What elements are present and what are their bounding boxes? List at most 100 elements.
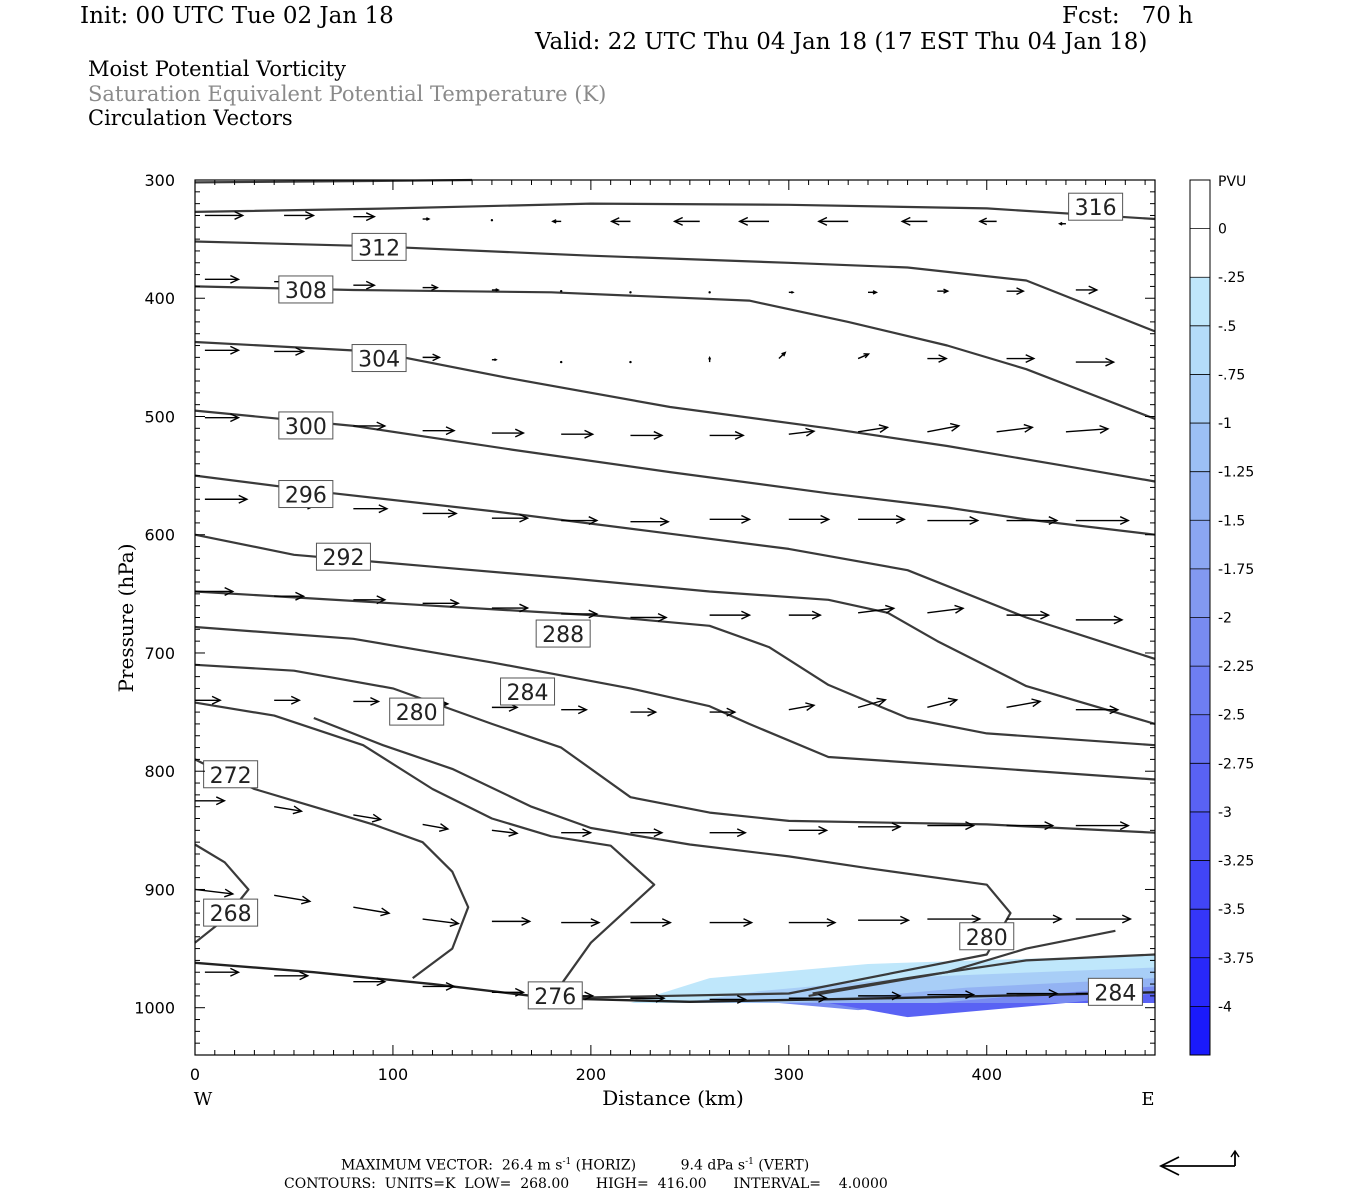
colorbar-label: -3.75 [1218, 951, 1254, 967]
vector-head [971, 914, 982, 924]
vector-head [891, 822, 902, 832]
vector-dot [559, 289, 563, 293]
contour-label: 304 [358, 348, 400, 373]
colorbar-label: -1.25 [1218, 465, 1254, 481]
vector-head [301, 895, 312, 905]
vector-head [445, 981, 456, 991]
vector-head [811, 610, 822, 620]
vector-head [661, 918, 673, 928]
vector-shaft [927, 699, 957, 709]
contour-label: 272 [210, 764, 252, 789]
vector-head [551, 219, 557, 224]
vector-shaft [1065, 428, 1108, 433]
vector-head [1109, 705, 1120, 715]
colorbar-segment [1190, 860, 1210, 910]
vector-head [234, 210, 245, 220]
colorbar-label: -3.5 [1218, 902, 1245, 918]
colorbar-segment [1190, 423, 1210, 472]
contour-label-box [1087, 977, 1143, 1006]
contour-label-box [527, 981, 583, 1010]
pv-shading [630, 954, 1155, 1018]
circulation-vectors [194, 210, 1133, 1004]
vector-head [805, 702, 816, 712]
vector-head [376, 421, 387, 431]
vector-head [653, 430, 664, 440]
vector-head [426, 217, 431, 221]
vector-head [1052, 914, 1063, 924]
vector-head [371, 813, 383, 823]
vector-head [820, 514, 831, 524]
vector-head [743, 918, 754, 928]
vector-head [647, 707, 658, 717]
contour-label-box [278, 480, 334, 509]
field-title-thetae: Saturation Equivalent Potential Temperat… [88, 82, 607, 106]
contour-label-box [203, 760, 259, 789]
contour-label: 268 [210, 902, 252, 927]
contour-label-box [500, 677, 556, 706]
forecast-hour: Fcst: 70 h [1062, 3, 1193, 29]
vector-head [872, 290, 879, 295]
field-title-mpv: Moist Potential Vorticity [88, 57, 346, 81]
vector-head [378, 504, 389, 514]
vector-head [947, 697, 959, 707]
colorbar-segment [1190, 520, 1210, 569]
vector-head [582, 828, 593, 838]
contour-268 [194, 843, 250, 944]
vert-exponent: -1 [745, 1157, 754, 1167]
colorbar-segment [1190, 957, 1210, 1007]
y-tick-label: 700 [144, 644, 175, 663]
vector-head [431, 284, 439, 292]
vector-head [943, 288, 950, 294]
colorbar-label: -2.5 [1218, 708, 1245, 724]
colorbar-segment [1190, 666, 1210, 715]
vert-unit: dPa s [707, 1157, 746, 1174]
contour-312 [194, 240, 1156, 333]
vector-head [519, 603, 530, 613]
vector-head [588, 609, 599, 619]
vector-head [818, 825, 829, 835]
axis-ticks [194, 179, 1155, 1056]
contour-304 [194, 340, 1156, 483]
vector-head [495, 288, 500, 292]
colorbar-segment [1190, 228, 1210, 278]
vector-head [949, 422, 961, 432]
vector-head [965, 990, 976, 1000]
vector-head [791, 290, 795, 294]
x-axis-right-end: E [1141, 1089, 1154, 1110]
contour-label: 312 [358, 236, 400, 261]
vector-head [449, 918, 460, 927]
vector-head [817, 216, 828, 226]
contour-labels: 316 312 308 304 300 296 292 288 284 280 276 272 268 2… [203, 192, 1143, 1010]
vector-shaft [857, 699, 886, 709]
vector-head [895, 514, 906, 524]
contour-296 [194, 474, 1156, 660]
contour-284 [812, 953, 1156, 995]
contour-label-box [278, 275, 334, 304]
vector-head [1016, 287, 1025, 296]
vector-head [449, 598, 460, 608]
vector-shaft [353, 906, 390, 914]
vector-head [657, 613, 668, 622]
y-tick-label: 900 [144, 880, 175, 899]
colorbar-segment [1190, 325, 1210, 375]
y-tick-label: 500 [144, 407, 175, 426]
y-axis-label: Pressure (hPa) [114, 544, 138, 693]
vector-head [295, 591, 306, 601]
contour-280 [194, 663, 1156, 834]
theta-es-contours [194, 178, 1156, 1004]
vector-head [672, 216, 683, 226]
contour-label: 288 [542, 623, 584, 648]
x-tick-label: 100 [378, 1065, 409, 1084]
x-axis-left-end: W [194, 1089, 213, 1110]
vector-head [1121, 914, 1133, 924]
colorbar-segment [1190, 763, 1210, 812]
vector-head [885, 604, 896, 614]
vector-head [938, 354, 948, 363]
contour-label-box [351, 232, 407, 261]
vector-head [609, 217, 620, 226]
contour-label-box [351, 344, 407, 373]
horiz-exponent: -1 [562, 1157, 572, 1167]
vector-head [295, 346, 306, 356]
vector-head [708, 355, 712, 360]
